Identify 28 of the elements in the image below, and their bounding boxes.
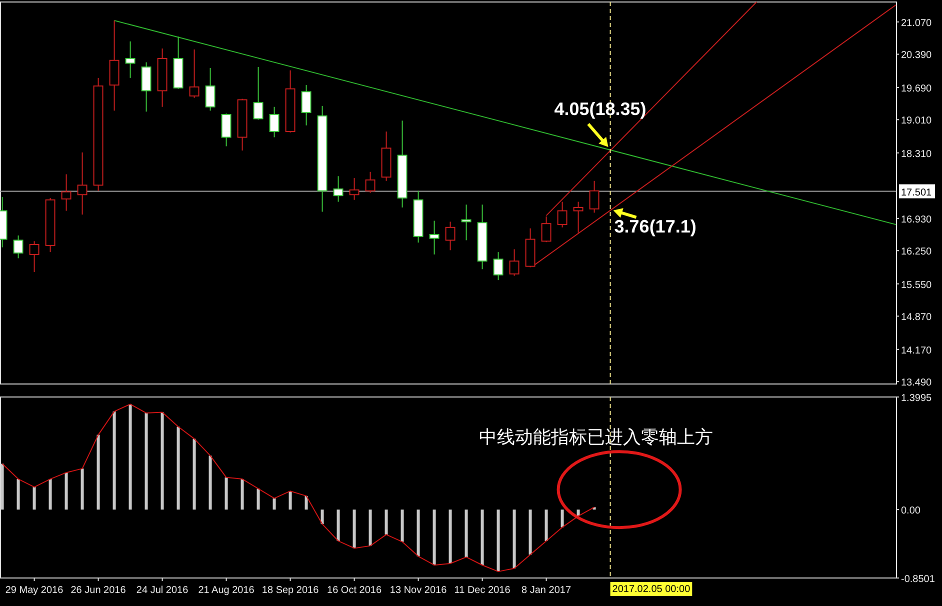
y-tick-label: 19.690 xyxy=(901,83,932,94)
y-tick-label: 15.550 xyxy=(901,280,932,291)
ref-line-label: 17.501 xyxy=(901,187,932,198)
x-tick-label: 13 Nov 2016 xyxy=(390,585,448,596)
y-tick-label: 14.870 xyxy=(901,312,932,324)
y-tick-label: 18.310 xyxy=(901,148,932,160)
y-tick-label: 16.930 xyxy=(901,214,932,226)
x-tick-label: 21 Aug 2016 xyxy=(198,585,255,596)
annotation: 中线动能指标已进入零轴上方 xyxy=(479,427,713,448)
x-tick-label: 8 Jan 2017 xyxy=(522,585,572,596)
x-tick-label: 24 Jul 2016 xyxy=(136,585,189,596)
x-tick-label: 16 Oct 2016 xyxy=(327,585,382,596)
y-tick-label: 20.390 xyxy=(901,50,932,62)
y-tick-label: 19.010 xyxy=(901,116,932,127)
x-tick-label: 29 May 2016 xyxy=(5,585,64,596)
y-tick-label: 14.170 xyxy=(901,345,932,356)
annotation: 4.05(18.35) xyxy=(554,99,646,120)
y-tick-label: 13.490 xyxy=(901,378,932,389)
x-tick-label: 11 Dec 2016 xyxy=(454,585,511,596)
y-tick-label: 0.00 xyxy=(901,506,921,517)
annotation: 3.76(17.1) xyxy=(614,216,696,236)
y-tick-label: 1.3995 xyxy=(901,393,932,404)
y-tick-label: 16.250 xyxy=(901,246,932,258)
y-tick-label: -0.8501 xyxy=(901,574,936,585)
x-tick-label: 18 Sep 2016 xyxy=(262,585,320,596)
ref-line-label: 2017.02.05 00:00 xyxy=(612,584,691,595)
y-tick-label: 21.070 xyxy=(901,18,932,29)
x-tick-label: 26 Jun 2016 xyxy=(70,585,126,596)
